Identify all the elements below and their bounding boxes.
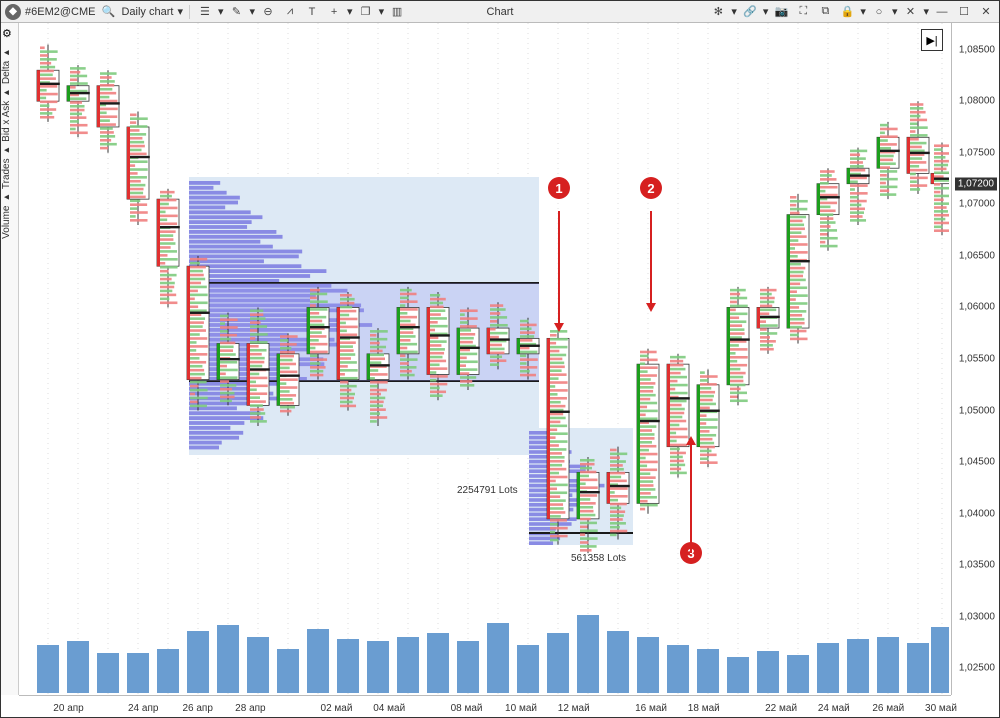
caret-icon[interactable]: ▾: [892, 5, 898, 18]
popout-icon[interactable]: ⧉: [816, 3, 834, 21]
link-icon[interactable]: 🔗: [741, 3, 759, 21]
chart-canvas[interactable]: ▶| 1232254791 Lots561358 Lots: [19, 23, 951, 695]
annotation-arrow: [650, 211, 652, 305]
caret-icon[interactable]: ▾: [218, 5, 224, 18]
x-tick: 02 май: [321, 703, 353, 714]
chart-window: ◆ #6EM2@CME 🔍 Daily chart ▾ ☰ ▾ ✎ ▾ ⊖ ⩘ …: [0, 0, 1000, 718]
annotation-marker-1: 1: [548, 177, 570, 199]
caret-icon[interactable]: ▾: [731, 5, 737, 18]
chart-svg: [19, 23, 949, 695]
x-tick: 22 май: [765, 703, 797, 714]
columns-icon[interactable]: ▥: [388, 3, 406, 21]
y-tick: 1,04500: [959, 457, 995, 468]
x-tick: 26 май: [872, 703, 904, 714]
y-axis[interactable]: 1,02500 1,03000 1,03500 1,04000 1,04500 1,050…: [951, 23, 999, 695]
y-tick: 1,08500: [959, 44, 995, 55]
caret-icon[interactable]: ▾: [379, 5, 385, 18]
dropdown-caret-icon[interactable]: ▾: [177, 5, 183, 18]
chart-title: Chart: [487, 6, 514, 18]
gear-icon[interactable]: ⚙: [2, 27, 12, 40]
chart-text-label: 2254791 Lots: [455, 485, 520, 496]
minimize-icon[interactable]: —: [933, 3, 951, 21]
y-tick: 1,05000: [959, 405, 995, 416]
y-tick: 1,07500: [959, 147, 995, 158]
x-tick: 08 май: [451, 703, 483, 714]
spark-icon[interactable]: ✻: [709, 3, 727, 21]
tools-icon[interactable]: ✕: [901, 3, 919, 21]
list-icon[interactable]: ☰: [196, 3, 214, 21]
crosshair-icon[interactable]: +: [325, 3, 343, 21]
sidebar-tabs[interactable]: Volume ▸ Trades ▸ Bid x Ask ▸ Delta ▸: [1, 47, 12, 239]
x-tick: 16 май: [635, 703, 667, 714]
camera-icon[interactable]: 📷: [772, 3, 790, 21]
current-price-tag: 1,07200: [955, 177, 997, 190]
text-tool-icon[interactable]: T: [303, 3, 321, 21]
y-tick: 1,02500: [959, 663, 995, 674]
arrow-head-icon: [554, 323, 564, 332]
y-tick: 1,03500: [959, 560, 995, 571]
caret-icon[interactable]: ▾: [250, 5, 256, 18]
left-sidebar: ⚙ Volume ▸ Trades ▸ Bid x Ask ▸ Delta ▸: [1, 23, 19, 695]
y-tick: 1,05500: [959, 354, 995, 365]
x-tick: 24 май: [818, 703, 850, 714]
annotation-arrow: [690, 443, 692, 553]
fullscreen-icon[interactable]: ⛶: [794, 3, 812, 21]
y-tick: 1,04000: [959, 508, 995, 519]
y-tick: 1,07000: [959, 199, 995, 210]
circle-icon[interactable]: ○: [870, 3, 888, 21]
content-area: ⚙ Volume ▸ Trades ▸ Bid x Ask ▸ Delta ▸ …: [1, 23, 999, 695]
arrow-head-icon: [686, 436, 696, 445]
layers-icon[interactable]: ❐: [357, 3, 375, 21]
chart-text-label: 561358 Lots: [569, 553, 628, 564]
app-logo-icon: ◆: [5, 4, 21, 20]
symbol-label: #6EM2@CME: [25, 6, 95, 18]
x-tick: 30 май: [925, 703, 957, 714]
y-tick: 1,06500: [959, 250, 995, 261]
skip-to-end-button[interactable]: ▶|: [921, 29, 943, 51]
annotation-arrow: [558, 211, 560, 325]
x-tick: 28 апр: [235, 703, 265, 714]
annotation-marker-2: 2: [640, 177, 662, 199]
indicator-icon[interactable]: ⩘: [281, 3, 299, 21]
x-tick: 26 апр: [182, 703, 212, 714]
y-tick: 1,08000: [959, 96, 995, 107]
x-tick: 04 май: [373, 703, 405, 714]
x-axis[interactable]: 20 апр 24 апр 26 апр 28 апр 02 май 04 май 08 м…: [19, 695, 951, 717]
y-tick: 1,03000: [959, 611, 995, 622]
lock-icon[interactable]: 🔒: [838, 3, 856, 21]
x-tick: 12 май: [558, 703, 590, 714]
pencil-icon[interactable]: ✎: [228, 3, 246, 21]
x-tick: 24 апр: [128, 703, 158, 714]
arrow-head-icon: [646, 303, 656, 312]
caret-icon[interactable]: ▾: [347, 5, 353, 18]
y-tick: 1,06000: [959, 302, 995, 313]
search-icon[interactable]: 🔍: [99, 3, 117, 21]
caret-icon[interactable]: ▾: [860, 5, 866, 18]
caret-icon[interactable]: ▾: [923, 5, 929, 18]
caret-icon[interactable]: ▾: [763, 5, 769, 18]
titlebar: ◆ #6EM2@CME 🔍 Daily chart ▾ ☰ ▾ ✎ ▾ ⊖ ⩘ …: [1, 1, 999, 23]
zoom-out-icon[interactable]: ⊖: [259, 3, 277, 21]
x-tick: 10 май: [505, 703, 537, 714]
separator: [189, 5, 190, 19]
x-tick: 18 май: [688, 703, 720, 714]
timeframe-label[interactable]: Daily chart: [121, 6, 173, 18]
x-tick: 20 апр: [53, 703, 83, 714]
maximize-icon[interactable]: ☐: [955, 3, 973, 21]
close-icon[interactable]: ✕: [977, 3, 995, 21]
